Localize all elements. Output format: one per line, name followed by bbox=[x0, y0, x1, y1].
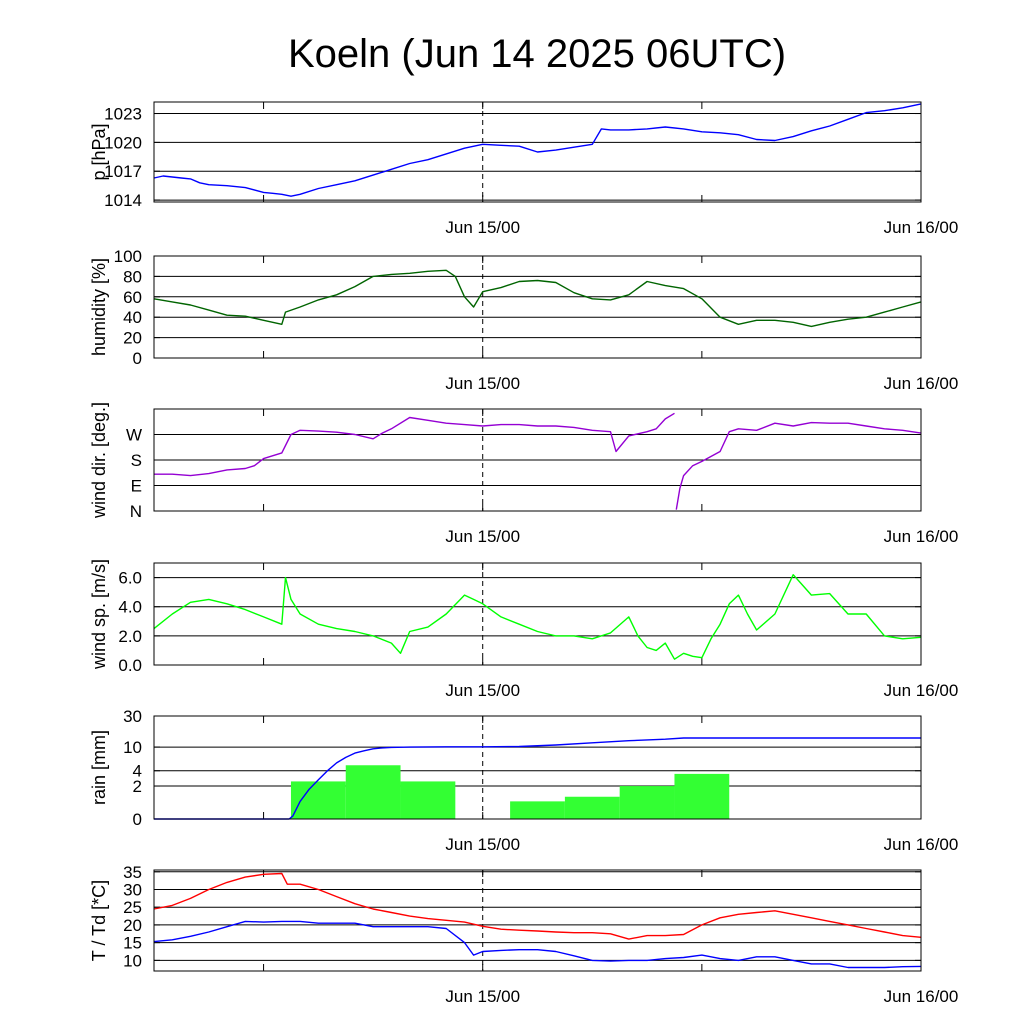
pressure-line bbox=[153, 103, 922, 197]
y-tick-label: 20 bbox=[123, 329, 142, 348]
rain-bar bbox=[619, 786, 675, 819]
y-tick-label: 1020 bbox=[104, 133, 142, 152]
x-tick-label: Jun 15/00 bbox=[445, 835, 520, 854]
y-tick-label: 2.0 bbox=[118, 627, 142, 646]
rain-sum-line bbox=[154, 737, 921, 820]
y-tick-label: 1023 bbox=[104, 105, 142, 124]
y-tick-label: 0 bbox=[133, 349, 142, 368]
rain-bar bbox=[290, 781, 346, 819]
y-tick-label: 4.0 bbox=[118, 598, 142, 617]
y-tick-label: 6.0 bbox=[118, 569, 142, 588]
y-tick-label: 40 bbox=[123, 308, 142, 327]
y-tick-label: 80 bbox=[123, 267, 142, 286]
rain-bar bbox=[400, 781, 456, 819]
humidity-line bbox=[153, 269, 922, 328]
y-tick-label: 30 bbox=[123, 707, 142, 726]
plot-frame bbox=[153, 408, 922, 512]
y-tick-label: 60 bbox=[123, 288, 142, 307]
y-tick-label: 10 bbox=[123, 738, 142, 757]
y-axis-label: humidity [%] bbox=[89, 258, 109, 356]
y-axis-label: wind sp. [m/s] bbox=[89, 559, 109, 670]
y-tick-label: 25 bbox=[123, 898, 142, 917]
panel-wind_speed: 0.0 2.0 4.0 6.0 wind sp. [m/s] Jun 15/00 Jun 1… bbox=[89, 559, 958, 700]
y-axis-label: rain [mm] bbox=[89, 730, 109, 805]
plot-frame bbox=[153, 101, 922, 203]
y-tick-label: N bbox=[130, 502, 142, 521]
plot-frame bbox=[153, 255, 922, 359]
y-tick-label: W bbox=[126, 426, 142, 445]
x-tick-label: Jun 15/00 bbox=[445, 987, 520, 1006]
x-tick-label: Jun 15/00 bbox=[445, 218, 520, 237]
y-tick-label: 4 bbox=[133, 762, 142, 781]
rain-bar bbox=[564, 796, 620, 819]
y-tick-label: 20 bbox=[123, 916, 142, 935]
wind-dir-line bbox=[154, 412, 675, 477]
y-tick-label: 30 bbox=[123, 880, 142, 899]
wind-speed-line bbox=[153, 574, 922, 660]
y-tick-label: E bbox=[131, 477, 142, 496]
dewpoint-line bbox=[153, 920, 922, 969]
y-axis-label: T / Td [*C] bbox=[89, 880, 109, 961]
x-tick-label: Jun 16/00 bbox=[884, 681, 959, 700]
x-tick-label: Jun 15/00 bbox=[445, 527, 520, 546]
x-tick-label: Jun 15/00 bbox=[445, 374, 520, 393]
rain-bar bbox=[345, 765, 401, 819]
y-tick-label: 35 bbox=[123, 863, 142, 882]
wind-dir-line-2 bbox=[675, 421, 922, 510]
y-tick-label: 0.0 bbox=[118, 656, 142, 675]
plot-frame bbox=[153, 562, 922, 666]
y-tick-label: 0 bbox=[133, 810, 142, 829]
panel-rain: 0 24 10 30 rain [mm] Jun 15/00 Jun 16/00 bbox=[89, 707, 958, 854]
x-tick-label: Jun 16/00 bbox=[884, 374, 959, 393]
chart-title: Koeln (Jun 14 2025 06UTC) bbox=[288, 32, 786, 76]
rain-bar bbox=[674, 773, 730, 819]
y-tick-label: 10 bbox=[123, 951, 142, 970]
y-tick-label: S bbox=[131, 451, 142, 470]
y-tick-label: 100 bbox=[114, 247, 142, 266]
plot-frame bbox=[153, 715, 922, 820]
y-tick-label: 1014 bbox=[104, 191, 142, 210]
rain-bar bbox=[510, 801, 565, 819]
y-tick-label: 15 bbox=[123, 934, 142, 953]
y-axis-label: p [hPa] bbox=[89, 123, 109, 180]
x-tick-label: Jun 16/00 bbox=[884, 527, 959, 546]
plot-frame bbox=[153, 869, 922, 972]
y-axis-label: wind dir. [deg.] bbox=[89, 402, 109, 519]
y-tick-label: 2 bbox=[133, 777, 142, 796]
x-tick-label: Jun 16/00 bbox=[884, 987, 959, 1006]
x-tick-label: Jun 16/00 bbox=[884, 835, 959, 854]
x-tick-label: Jun 16/00 bbox=[884, 218, 959, 237]
x-tick-label: Jun 15/00 bbox=[445, 681, 520, 700]
temperature-line bbox=[153, 872, 922, 940]
y-tick-label: 1017 bbox=[104, 162, 142, 181]
